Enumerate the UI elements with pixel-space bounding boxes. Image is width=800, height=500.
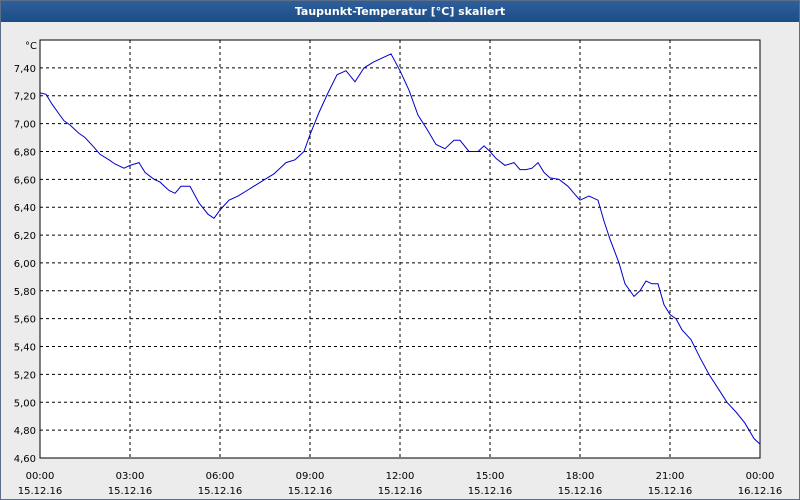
x-tick-time: 03:00: [116, 471, 145, 482]
y-tick-label: 6,40: [14, 203, 36, 214]
y-tick-label: 6,00: [14, 259, 36, 270]
y-tick-label: 6,20: [14, 231, 36, 242]
x-tick-time: 12:00: [386, 471, 415, 482]
y-tick-label: 5,80: [14, 287, 36, 298]
y-axis-ticks: 7,40 7,20 7,00 6,80 6,60 6,40 6,20 6,00 5,80 5,60…: [14, 64, 36, 465]
x-tick-date: 15.12.16: [288, 486, 333, 497]
grid-lines: [40, 40, 760, 458]
x-tick-time: 15:00: [476, 471, 505, 482]
y-tick-label: 4,80: [14, 426, 36, 437]
x-tick-time: 18:00: [566, 471, 595, 482]
y-tick-label: 5,40: [14, 343, 36, 354]
y-tick-label: 6,80: [14, 147, 36, 158]
x-tick-date: 15.12.16: [18, 486, 63, 497]
x-tick-date: 15.12.16: [558, 486, 603, 497]
y-tick-label: 5,60: [14, 315, 36, 326]
x-tick-time: 21:00: [656, 471, 685, 482]
y-axis-unit: °C: [25, 41, 37, 52]
x-tick-time: 00:00: [26, 471, 55, 482]
x-tick-time: 06:00: [206, 471, 235, 482]
window-title: Taupunkt-Temperatur [°C] skaliert: [1, 1, 799, 22]
x-tick-date: 15.12.16: [198, 486, 243, 497]
x-tick-date: 15.12.16: [378, 486, 423, 497]
x-axis-ticks: 00:00 15.12.16 03:00 15.12.16 06:00 15.12.16 0…: [18, 471, 783, 497]
x-tick-time: 09:00: [296, 471, 325, 482]
y-tick-label: 7,00: [14, 120, 36, 131]
y-tick-label: 7,20: [14, 92, 36, 103]
y-tick-label: 6,60: [14, 175, 36, 186]
x-tick-date: 15.12.16: [648, 486, 693, 497]
dewpoint-series-line: [39, 53, 761, 445]
y-tick-label: 4,60: [14, 454, 36, 465]
y-tick-label: 5,00: [14, 398, 36, 409]
x-tick-date: 15.12.16: [468, 486, 513, 497]
x-tick-date: 15.12.16: [108, 486, 153, 497]
x-tick-time: 00:00: [746, 471, 775, 482]
y-tick-label: 5,20: [14, 370, 36, 381]
x-tick-date: 16.12.16: [738, 486, 783, 497]
y-tick-label: 7,40: [14, 64, 36, 75]
